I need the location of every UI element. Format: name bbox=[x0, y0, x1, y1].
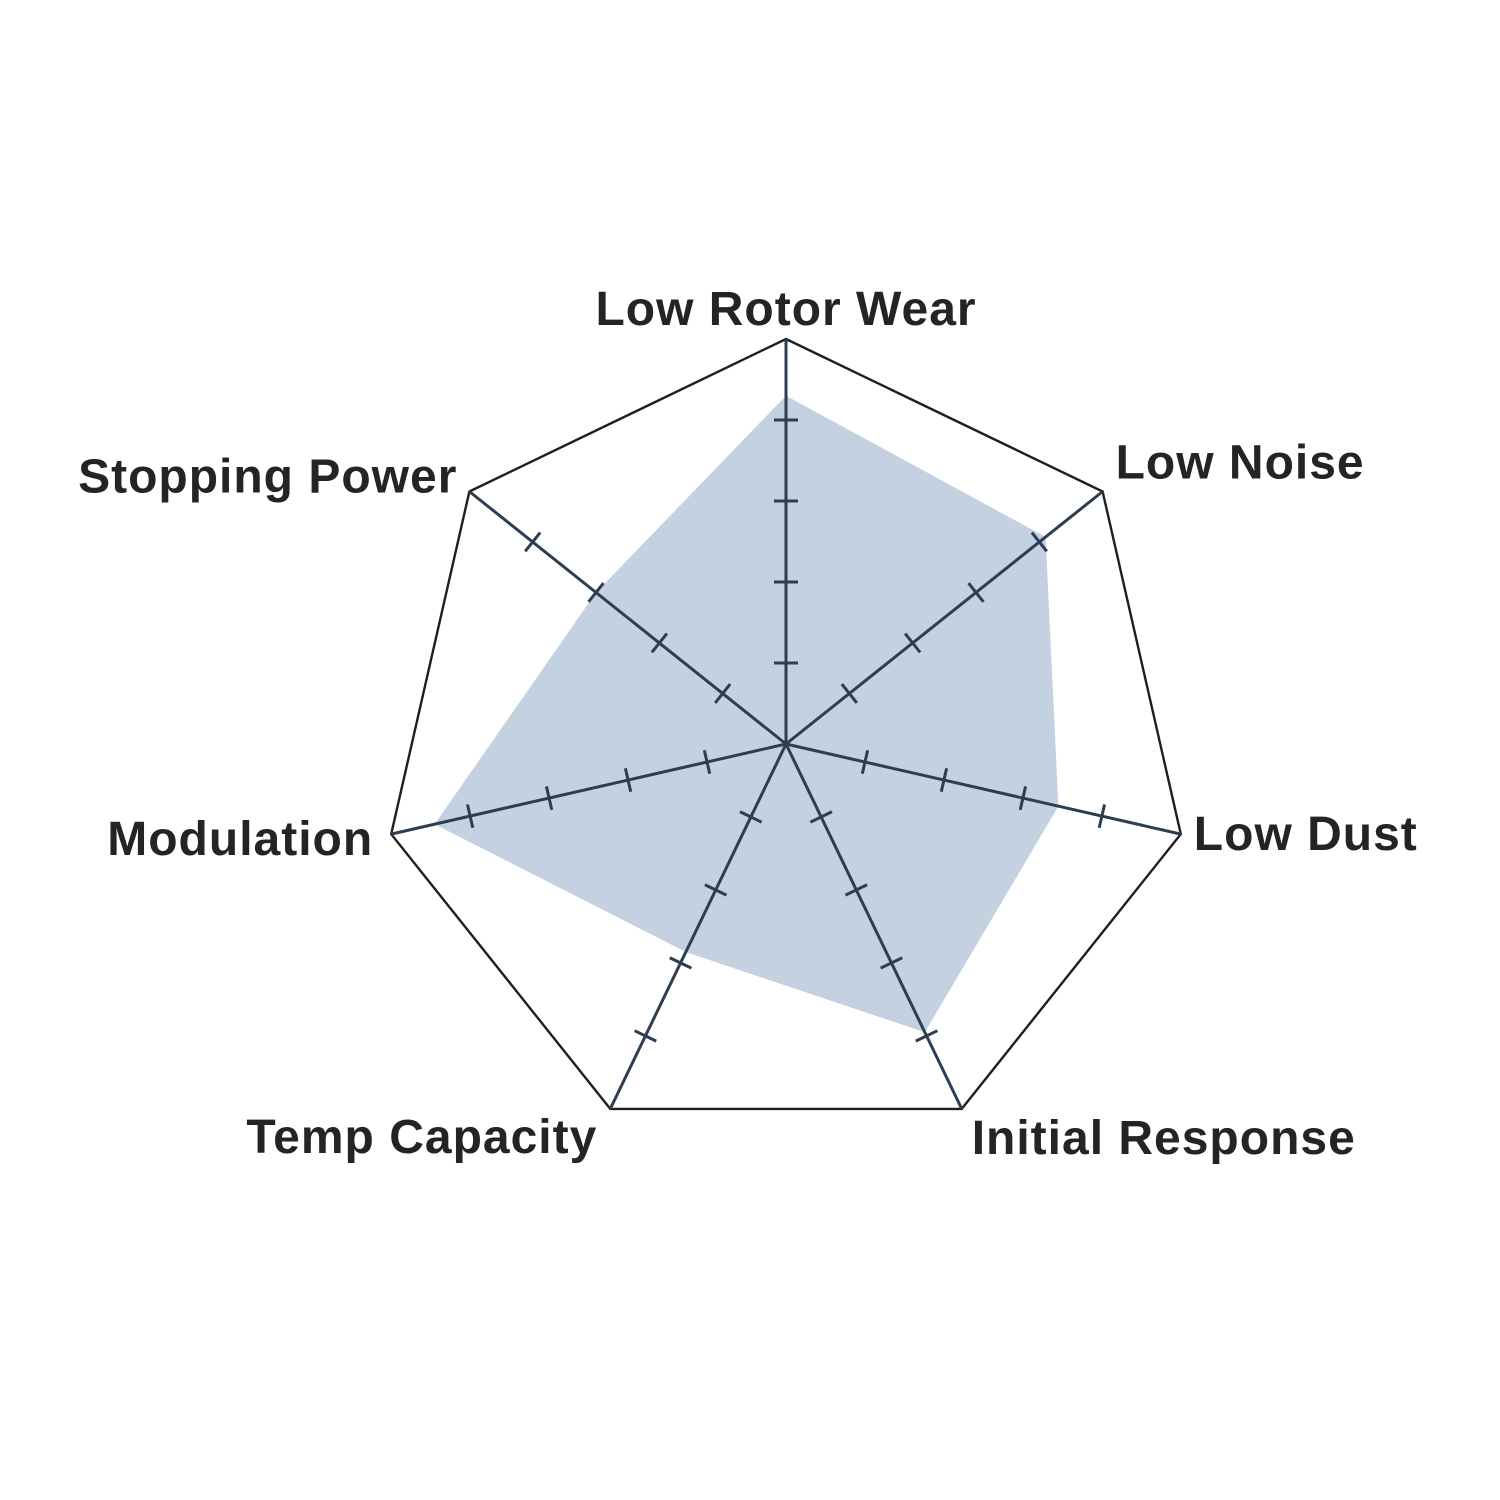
axis-line-initial-response bbox=[784, 743, 964, 1110]
axis-line-stopping-power bbox=[468, 490, 787, 746]
axis-tick-stopping-power-4 bbox=[524, 531, 542, 553]
axis-label-modulation: Modulation bbox=[107, 813, 373, 866]
axis-tick-initial-response-2 bbox=[844, 883, 868, 897]
axis-tick-stopping-power-2 bbox=[650, 632, 668, 654]
axis-line-low-noise bbox=[785, 490, 1104, 746]
axis-tick-initial-response-3 bbox=[879, 956, 903, 970]
axis-tick-low-noise-2 bbox=[904, 632, 922, 654]
axis-line-temp-capacity bbox=[608, 743, 788, 1110]
axis-tick-modulation-3 bbox=[544, 786, 554, 811]
axis-tick-low-noise-4 bbox=[1030, 531, 1048, 553]
axis-tick-initial-response-4 bbox=[915, 1029, 939, 1043]
axis-tick-low-dust-2 bbox=[939, 768, 949, 793]
axis-tick-temp-capacity-3 bbox=[669, 956, 693, 970]
axis-label-low-dust: Low Dust bbox=[1194, 808, 1418, 861]
axis-label-initial-response: Initial Response bbox=[972, 1112, 1356, 1165]
axis-tick-stopping-power-1 bbox=[714, 683, 732, 704]
axis-tick-temp-capacity-2 bbox=[704, 883, 728, 897]
axis-tick-low-dust-4 bbox=[1097, 804, 1107, 829]
axis-tick-low-dust-1 bbox=[860, 749, 870, 775]
axis-line-low-dust bbox=[785, 742, 1182, 836]
axis-tick-temp-capacity-4 bbox=[633, 1029, 657, 1043]
axis-label-stopping-power: Stopping Power bbox=[78, 451, 457, 504]
axis-tick-stopping-power-3 bbox=[587, 582, 605, 603]
axis-tick-initial-response-1 bbox=[809, 810, 833, 824]
axis-tick-low-noise-1 bbox=[840, 683, 858, 704]
axis-tick-low-noise-3 bbox=[967, 582, 985, 603]
axis-label-low-noise: Low Noise bbox=[1116, 437, 1365, 490]
axis-label-low-rotor-wear: Low Rotor Wear bbox=[595, 283, 976, 336]
axis-tick-temp-capacity-1 bbox=[739, 810, 763, 824]
axis-tick-modulation-4 bbox=[465, 804, 475, 829]
axis-line-modulation bbox=[390, 742, 787, 836]
axis-tick-low-dust-3 bbox=[1018, 786, 1028, 811]
axis-tick-modulation-2 bbox=[623, 768, 633, 793]
axis-label-temp-capacity: Temp Capacity bbox=[246, 1111, 597, 1164]
radar-outline bbox=[389, 337, 1183, 1111]
axis-tick-modulation-1 bbox=[702, 749, 712, 775]
